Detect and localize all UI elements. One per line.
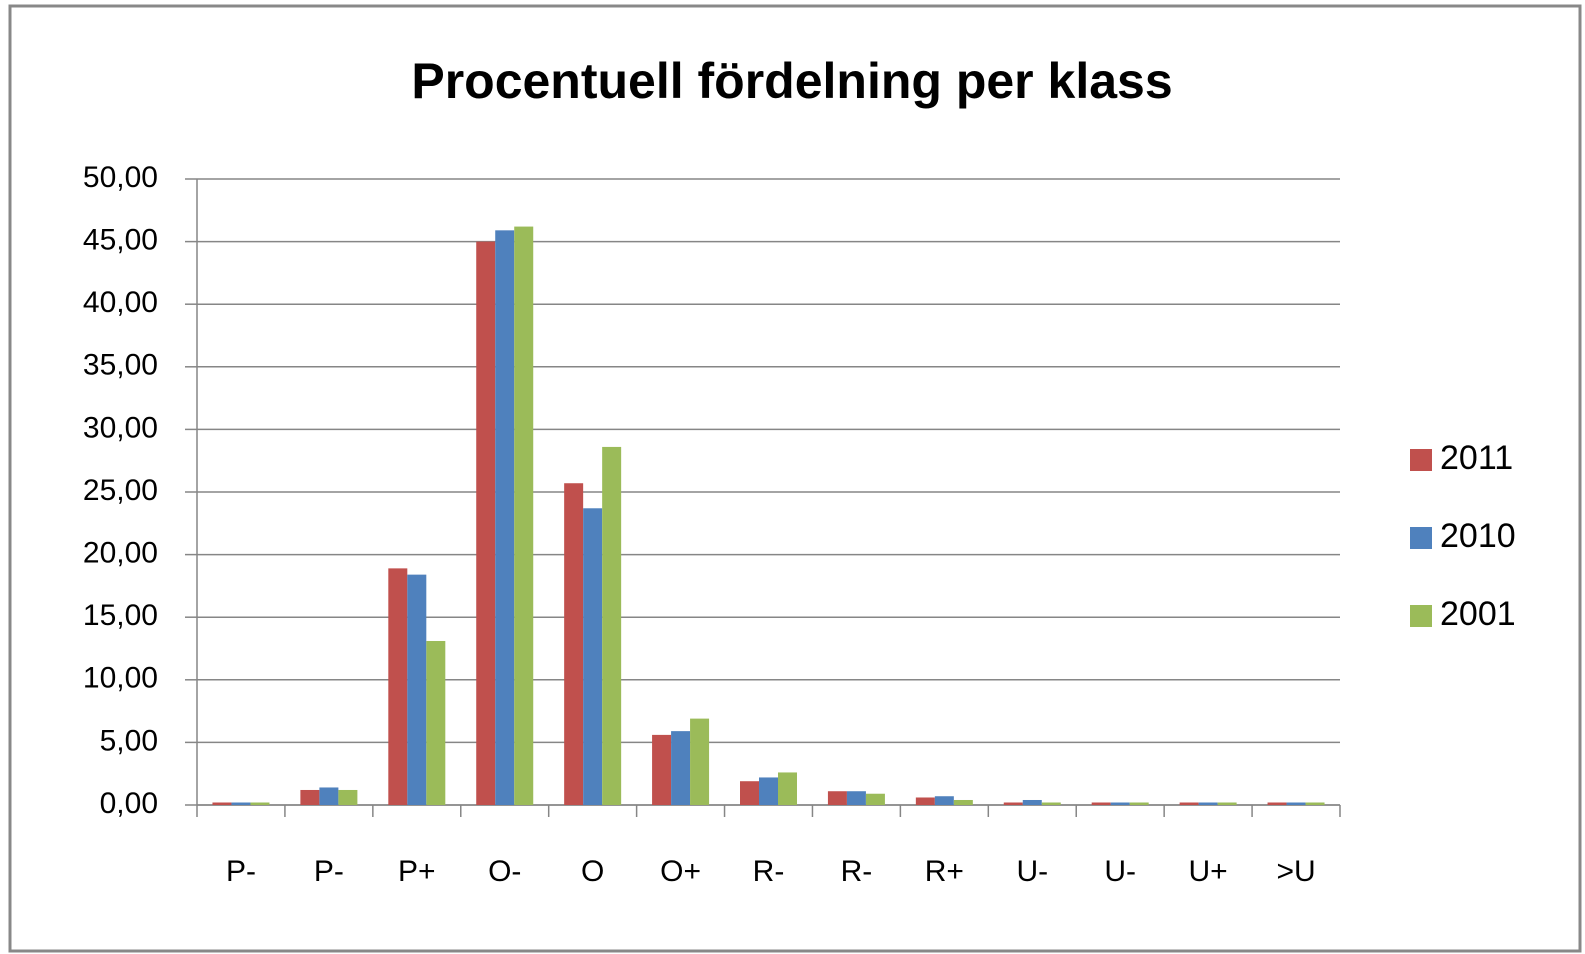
chart-title: Procentuell fördelning per klass (411, 53, 1172, 109)
bar (1003, 802, 1023, 805)
bar (495, 230, 515, 805)
legend-swatch (1410, 449, 1432, 471)
bar (388, 568, 408, 805)
chart-frame (8, 4, 1582, 953)
x-tick-label: O+ (660, 855, 701, 888)
bar (671, 731, 691, 805)
legend-swatch (1410, 527, 1432, 549)
bar (1129, 802, 1149, 805)
x-tick-label: U- (1104, 855, 1136, 888)
x-tick-label: P- (314, 855, 344, 888)
y-tick-label: 20,00 (83, 537, 158, 570)
bar (1286, 802, 1306, 805)
x-tick-label: P- (226, 855, 256, 888)
bar (652, 734, 672, 805)
bar (934, 796, 954, 805)
y-tick-label: 50,00 (83, 161, 158, 194)
bar (740, 781, 759, 805)
x-tick-label: P+ (398, 855, 436, 888)
bar (212, 802, 232, 805)
bar (690, 718, 710, 805)
bar (250, 802, 270, 805)
bar (407, 574, 427, 805)
bar (564, 483, 584, 805)
x-tick-label: >U (1276, 855, 1315, 888)
bar (1110, 802, 1130, 805)
x-tick-label: O- (488, 855, 521, 888)
legend-label: 2010 (1440, 517, 1516, 555)
bar (778, 772, 797, 805)
bar (1041, 802, 1061, 805)
y-tick-label: 25,00 (83, 474, 158, 507)
bar (1091, 802, 1111, 805)
x-tick-label: R- (753, 855, 785, 888)
y-tick-label: 10,00 (83, 662, 158, 695)
legend-swatch (1410, 605, 1432, 627)
y-tick-label: 15,00 (83, 599, 158, 632)
bar (583, 508, 603, 805)
x-tick-label: R- (841, 855, 873, 888)
bar (846, 791, 866, 805)
y-tick-label: 0,00 (100, 787, 158, 820)
bar (476, 241, 496, 806)
y-tick-label: 30,00 (83, 411, 158, 444)
x-tick-label: U+ (1189, 855, 1228, 888)
bar (827, 791, 847, 805)
bar (1217, 802, 1237, 805)
bar (1179, 802, 1199, 805)
x-tick-label: U- (1016, 855, 1048, 888)
bar (1305, 802, 1325, 805)
bar (300, 789, 320, 805)
bar (1198, 802, 1218, 805)
bar (1022, 799, 1042, 805)
y-tick-label: 45,00 (83, 224, 158, 257)
y-tick-label: 40,00 (83, 286, 158, 319)
y-tick-label: 5,00 (100, 724, 158, 757)
bar (514, 226, 534, 806)
bar (231, 802, 251, 805)
bar (1267, 802, 1287, 805)
bar (602, 446, 622, 805)
x-tick-label: O (581, 855, 604, 888)
bar (338, 789, 358, 805)
bar (953, 799, 973, 805)
bar (915, 797, 935, 805)
bar (865, 793, 885, 805)
legend-label: 2011 (1440, 439, 1513, 477)
bar (319, 787, 339, 805)
x-tick-label: R+ (925, 855, 964, 888)
y-tick-label: 35,00 (83, 349, 158, 382)
legend-label: 2001 (1440, 595, 1516, 633)
bar (426, 640, 446, 805)
bar (759, 777, 778, 805)
